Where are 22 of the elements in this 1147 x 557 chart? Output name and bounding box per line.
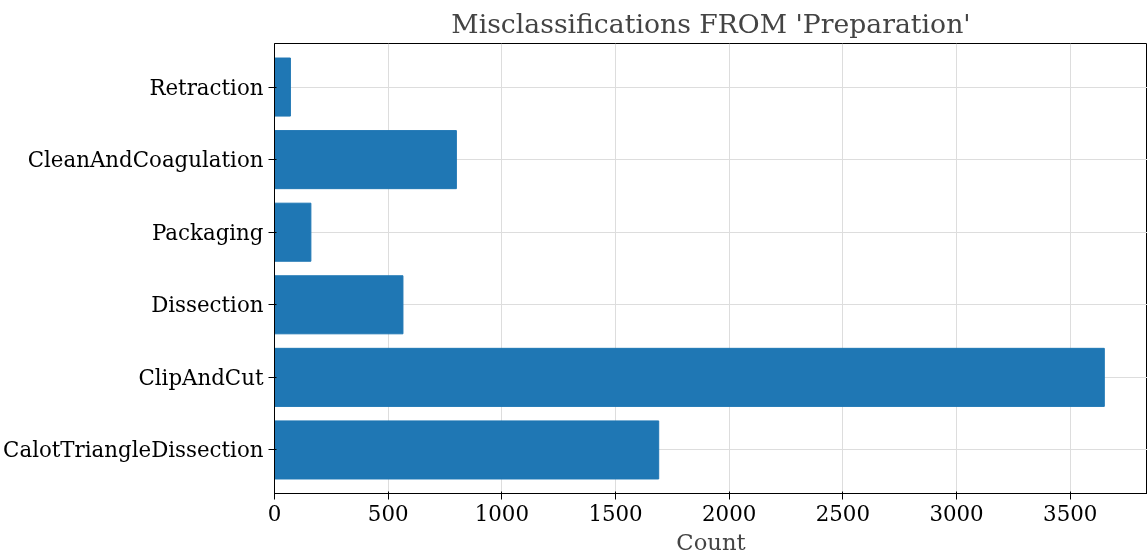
x-axis-title: Count	[676, 528, 746, 555]
x-tick-label: 500	[367, 500, 409, 526]
y-tick-label: CalotTriangleDissection	[3, 437, 264, 463]
x-tick-label: 2000	[702, 500, 757, 526]
x-tick-label: 1500	[588, 500, 643, 526]
y-tick-label: Retraction	[149, 74, 264, 100]
y-tick-label: CleanAndCoagulation	[27, 147, 264, 173]
x-tick-label: 2500	[815, 500, 870, 526]
bar	[274, 275, 404, 335]
chart-title: Misclassifications FROM 'Preparation'	[451, 7, 971, 39]
bar	[274, 57, 291, 117]
x-tick-label: 3500	[1043, 500, 1098, 526]
x-tick-label: 0	[267, 500, 282, 526]
bar	[274, 202, 312, 262]
bar	[274, 130, 457, 190]
bar	[274, 347, 1105, 407]
bar	[274, 420, 660, 480]
x-tick-label: 3000	[929, 500, 984, 526]
y-tick-label: Dissection	[151, 292, 264, 318]
y-tick-label: ClipAndCut	[138, 364, 264, 390]
x-tick-label: 1000	[474, 500, 529, 526]
y-tick-label: Packaging	[151, 219, 264, 245]
